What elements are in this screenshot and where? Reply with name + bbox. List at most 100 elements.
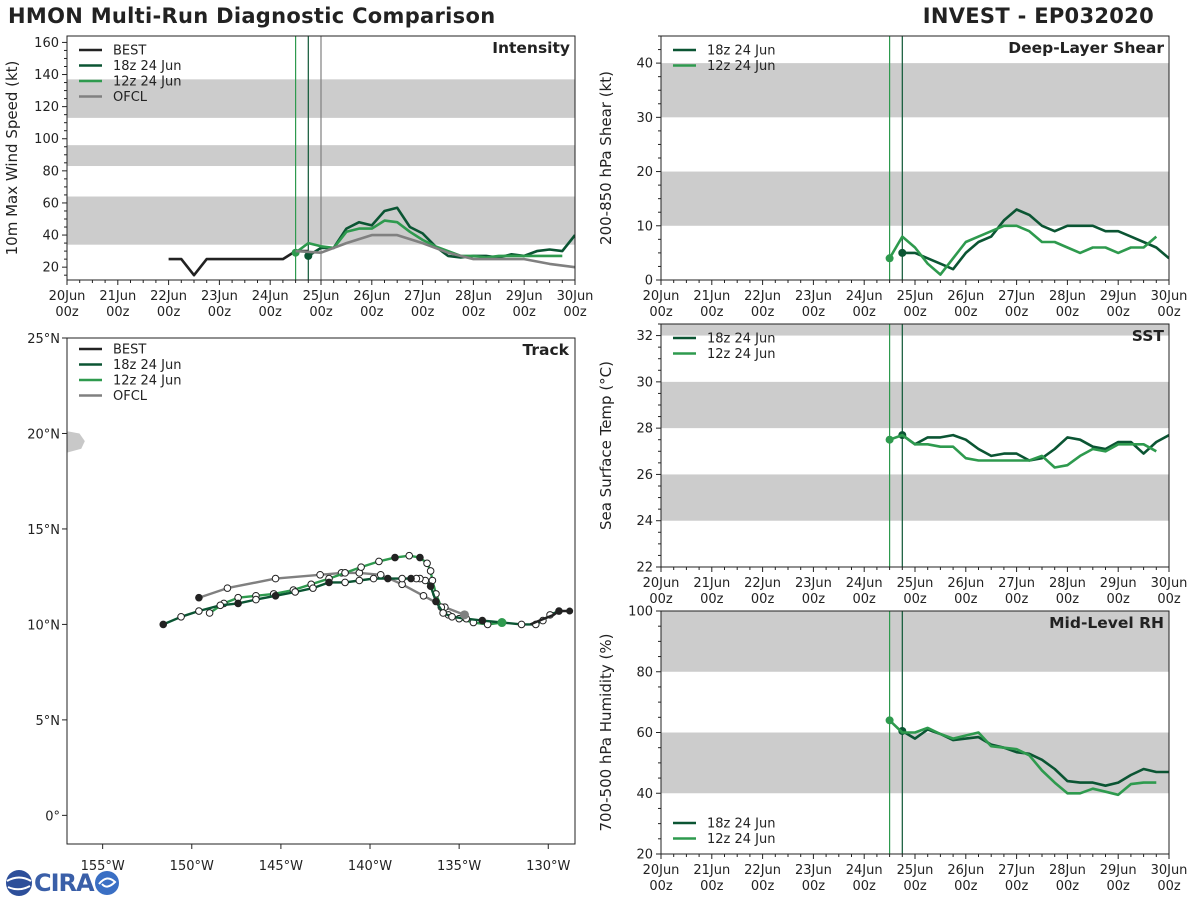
track-legend-label-1: 18z 24 Jun [113,358,182,373]
track-ytick-label-4: 20°N [27,427,60,442]
track-legend-label-2: 12z 24 Jun [113,374,182,389]
shear-xtick-day-7: 27Jun [998,289,1035,304]
track-xtick-label-3: 140°W [348,859,392,874]
rh-xtick-day-9: 29Jun [1100,863,1137,878]
rh-xtick-day-1: 21Jun [693,863,730,878]
shear-xtick-day-2: 22Jun [744,289,781,304]
intensity-xtick-day-7: 27Jun [404,289,441,304]
track-xtick-label-4: 135°W [437,859,481,874]
rh-xtick-hour-2: 00z [751,879,775,894]
track-point-3 [271,574,280,583]
sst-ytick-label-4: 30 [636,375,653,390]
track-point-1 [252,595,260,604]
sst-xtick-hour-2: 00z [751,592,775,607]
sst-xtick-hour-7: 00z [1005,592,1029,607]
shear-ytick-label-1: 10 [636,219,653,234]
shear-band-0 [661,171,1169,226]
shear-xtick-hour-5: 00z [903,305,927,320]
rh-xtick-day-10: 30Jun [1151,863,1188,878]
rh-xtick-hour-10: 00z [1157,879,1181,894]
track-point-3 [376,570,385,579]
rh-xtick-day-0: 20Jun [643,863,680,878]
sst-band-1 [661,381,1169,429]
shear-xtick-hour-4: 00z [853,305,877,320]
shear-xtick-day-9: 29Jun [1100,289,1137,304]
track-point-1 [325,578,333,587]
shear-xtick-day-10: 30Jun [1151,289,1188,304]
track-xtick-label-5: 130°W [526,859,570,874]
intensity-xtick-day-0: 20Jun [49,289,86,304]
shear-xtick-hour-0: 00z [649,305,673,320]
track-ytick-label-0: 0° [45,809,60,824]
track-point-1 [407,574,415,583]
shear-ytick-label-4: 40 [636,57,653,72]
intensity-xtick-day-5: 25Jun [303,289,340,304]
intensity-ytick-label-0: 20 [42,261,59,276]
track-point-2 [391,553,399,562]
rh-xtick-day-5: 25Jun [897,863,934,878]
track-frame [66,337,576,845]
track-legend-label-3: OFCL [113,389,148,404]
shear-xtick-hour-8: 00z [1056,305,1080,320]
track-xtick-label-0: 155°W [81,859,125,874]
track-point-2 [357,563,365,571]
track-point-1 [355,576,364,585]
intensity-xtick-day-6: 26Jun [353,289,390,304]
shear-xtick-day-4: 24Jun [846,289,883,304]
shear-series-start-point-0 [898,248,907,257]
sst-series-start-point-1 [885,435,894,444]
shear-legend-label-1: 12z 24 Jun [707,59,776,74]
sst-xtick-day-5: 25Jun [897,576,934,591]
track-point-1 [216,601,225,610]
intensity-ylabel: 10m Max Wind Speed (kt) [3,61,21,256]
rh-xtick-day-3: 23Jun [795,863,832,878]
intensity-ytick-label-7: 160 [34,36,59,51]
track-point-2 [375,557,383,566]
rh-series-start-point-1 [885,716,894,725]
track-point-3 [419,591,428,600]
rh-xtick-hour-3: 00z [802,879,826,894]
sst-title: SST [1132,327,1165,345]
rh-xtick-hour-0: 00z [649,879,673,894]
sst-band-2 [661,324,1169,336]
sst-xtick-hour-3: 00z [802,592,826,607]
rh-series-line-1 [888,719,1157,797]
intensity-legend-label-3: OFCL [113,90,148,105]
sst-panel: 22242628303220Jun00z21Jun00z22Jun00z23Ju… [597,323,1187,607]
rh-legend-label-1: 12z 24 Jun [707,832,776,847]
sst-ytick-label-1: 24 [636,514,653,529]
track-ytick-label-1: 5°N [36,714,61,729]
sst-ytick-label-2: 26 [636,468,653,483]
intensity-xtick-hour-5: 00z [309,305,333,320]
track-point-2 [423,559,431,568]
track-point-2 [341,569,349,577]
intensity-xtick-hour-9: 00z [513,305,537,320]
intensity-xtick-day-1: 21Jun [99,289,136,304]
shear-xtick-hour-3: 00z [802,305,826,320]
track-point-1 [426,582,435,591]
track-line-2 [208,554,503,626]
sst-ytick-label-3: 28 [636,422,653,437]
track-xtick-label-2: 145°W [259,859,303,874]
intensity-legend-label-0: BEST [113,44,146,59]
intensity-xtick-day-4: 24Jun [252,289,289,304]
rh-legend-label-0: 18z 24 Jun [707,817,776,832]
rh-xtick-hour-9: 00z [1107,879,1131,894]
intensity-series-start-point-1 [304,251,313,260]
intensity-panel: 2040608010012014016020Jun00z21Jun00z22Ju… [3,35,593,320]
intensity-series-line-2 [294,219,563,259]
rh-xtick-hour-1: 00z [700,879,724,894]
shear-title: Deep-Layer Shear [1008,39,1164,57]
track-point-1 [271,591,280,600]
shear-ytick-label-0: 0 [645,274,653,289]
sst-series-line-1 [889,433,1157,469]
rh-xtick-hour-7: 00z [1005,879,1029,894]
track-point-2 [405,551,414,560]
track-point-3 [223,584,232,592]
shear-panel: 01020304020Jun00z21Jun00z22Jun00z23Jun00… [597,35,1188,320]
rh-band-0 [661,732,1169,794]
track-point-2 [205,609,214,617]
intensity-xtick-day-8: 28Jun [455,289,492,304]
shear-series-line-1 [888,224,1158,276]
storm-id: INVEST - EP032020 [922,4,1154,28]
